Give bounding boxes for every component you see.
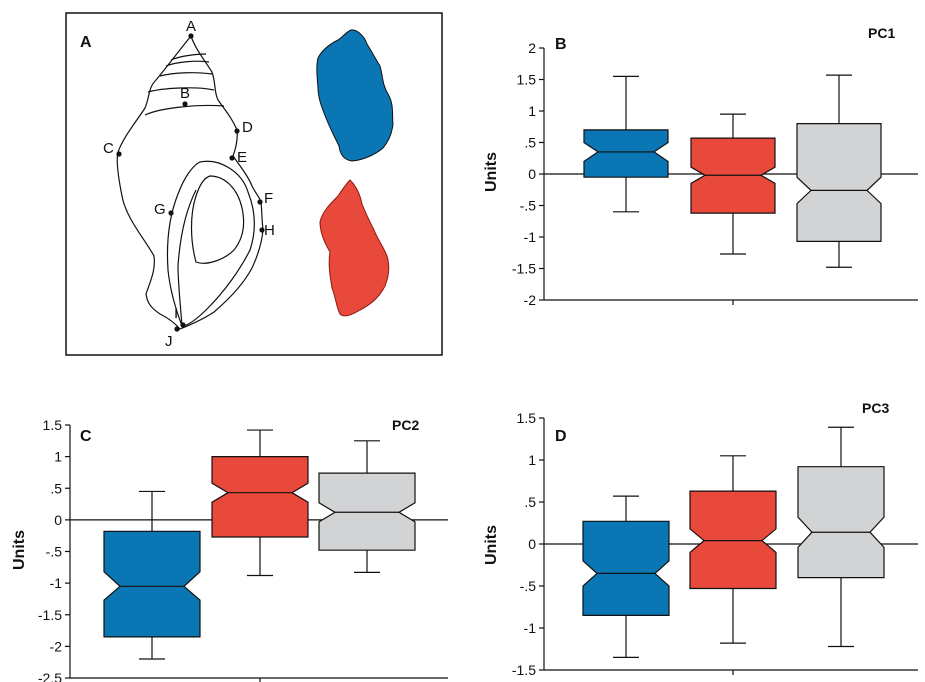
y-tick-label: .5: [524, 494, 536, 510]
landmark-point: [188, 33, 194, 39]
y-tick-label: 1: [528, 452, 536, 468]
blue-box: [583, 129, 669, 178]
y-tick-label: -2.5: [38, 670, 62, 682]
shell-drawing: [116, 34, 264, 330]
panel-d-label: D: [555, 428, 567, 445]
gray-box: [796, 122, 882, 242]
y-tick-label: 0: [528, 536, 536, 552]
panel-c-label: C: [80, 428, 92, 445]
y-tick-label: 1: [528, 103, 536, 119]
y-tick-label: -.5: [520, 578, 537, 594]
blue-box: [103, 530, 201, 638]
landmark-label: G: [154, 201, 166, 218]
aperture-inner: [190, 175, 245, 264]
blue-box: [582, 520, 670, 617]
y-tick-label: 2: [528, 40, 536, 56]
panel-a-frame: [65, 12, 443, 356]
y-tick-label: -2: [524, 292, 537, 308]
panel-a-label: A: [80, 34, 92, 51]
y-tick-label: -1: [524, 620, 537, 636]
chart-title: PC3: [862, 400, 889, 416]
landmark-label: D: [242, 119, 253, 136]
suture-line: [159, 72, 213, 77]
suture-line: [165, 60, 210, 67]
landmark-point: [259, 227, 265, 233]
landmark-point: [168, 210, 174, 216]
y-tick-label: 1.5: [517, 410, 537, 426]
landmark-label: A: [186, 18, 196, 35]
landmark-label: J: [165, 333, 173, 350]
landmark-label: H: [264, 222, 275, 239]
chart-panel-b: B PC1 Units -2 -1.5 -1 -.5 0 .5 1 1.5 2: [483, 25, 918, 308]
landmark-point: [257, 199, 263, 205]
landmark-point: [116, 151, 122, 157]
blue-silhouette: [316, 29, 394, 162]
columella-line: [177, 189, 197, 327]
chart-title: PC2: [392, 417, 419, 433]
landmark-label: F: [264, 190, 273, 207]
red-silhouette: [319, 179, 390, 317]
chart-title: PC1: [868, 25, 895, 41]
landmark-point: [174, 326, 180, 332]
y-tick-label: -1: [50, 575, 63, 591]
suture-line: [147, 87, 215, 93]
gray-box: [797, 466, 885, 579]
y-tick-label: .5: [524, 135, 536, 151]
gray-box: [318, 472, 416, 551]
landmark-label: E: [237, 149, 247, 166]
landmark-label: C: [103, 140, 114, 157]
landmark-point: [182, 101, 188, 107]
shell-outer-outline: [116, 34, 264, 330]
y-tick-label: -1.5: [512, 662, 536, 678]
y-tick-label: 1: [54, 449, 62, 465]
suture-line: [144, 104, 225, 116]
aperture-outer: [166, 160, 255, 327]
y-tick-label: -1: [524, 229, 537, 245]
y-tick-label: -1.5: [38, 607, 62, 623]
panel-a: A A B C D E F: [65, 12, 443, 356]
y-tick-label: -2: [50, 638, 63, 654]
y-tick-label: -.5: [46, 544, 63, 560]
red-box: [689, 490, 777, 590]
y-tick-label: 0: [54, 512, 62, 528]
red-box: [211, 456, 309, 538]
y-tick-label: 0: [528, 166, 536, 182]
panel-b-label: B: [555, 36, 567, 53]
landmark-point: [180, 322, 186, 328]
y-tick-label: 1.5: [517, 72, 537, 88]
landmark-point: [234, 128, 240, 134]
landmark-point: [229, 155, 235, 161]
y-tick-label: -1.5: [512, 261, 536, 277]
y-axis-label: Units: [483, 525, 500, 565]
chart-panel-d: D PC3 Units -1.5 -1 -.5 0 .5 1 1.5: [483, 400, 918, 678]
chart-panel-c: C PC2 Units -2.5 -2 -1.5 -1 -.5 0 .5 1 1.5: [11, 417, 448, 682]
y-axis-label: Units: [483, 152, 500, 192]
y-tick-label: 1.5: [43, 417, 63, 433]
landmark-label: B: [180, 85, 190, 102]
landmark-label: I: [174, 305, 178, 322]
y-tick-label: .5: [50, 480, 62, 496]
suture-line: [170, 53, 207, 61]
y-axis-label: Units: [11, 530, 28, 570]
landmarks: A B C D E F G H I J: [103, 18, 275, 350]
y-tick-label: -.5: [520, 198, 537, 214]
